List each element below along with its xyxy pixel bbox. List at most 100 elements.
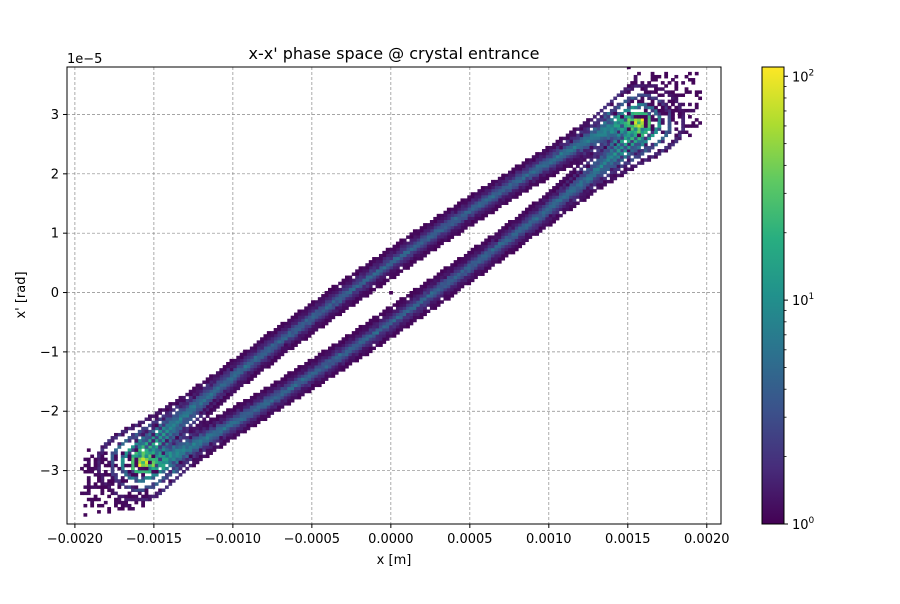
heatmap-cell xyxy=(127,503,132,508)
x-tick-label: −0.0010 xyxy=(205,532,261,547)
heatmap-cell xyxy=(589,145,594,150)
heatmap-cell xyxy=(630,111,635,116)
heatmap-cell xyxy=(572,192,577,196)
heatmap-cell xyxy=(603,170,607,175)
heatmap-cell xyxy=(660,102,665,107)
heatmap-cell xyxy=(514,232,519,236)
heatmap-cell xyxy=(164,432,169,437)
heatmap-cell xyxy=(491,257,495,261)
heatmap-cell xyxy=(341,281,346,286)
heatmap-cell xyxy=(219,395,224,400)
heatmap-cell xyxy=(521,235,526,239)
heatmap-cell xyxy=(219,442,224,446)
heatmap-cell xyxy=(575,173,580,178)
heatmap-cell xyxy=(565,158,570,162)
heatmap-cell xyxy=(640,93,645,97)
heatmap-cell xyxy=(239,411,244,415)
heatmap-cell xyxy=(283,383,288,388)
heatmap-cell xyxy=(589,130,594,134)
heatmap-cell xyxy=(311,374,315,378)
heatmap-cell xyxy=(446,220,451,224)
heatmap-cell xyxy=(647,118,652,122)
heatmap-cell xyxy=(514,235,519,239)
heatmap-cell xyxy=(609,102,614,107)
heatmap-cell xyxy=(596,161,601,165)
heatmap-cell xyxy=(321,294,326,298)
heatmap-cell xyxy=(131,488,135,492)
heatmap-cell xyxy=(239,426,244,431)
heatmap-cell xyxy=(212,377,217,381)
heatmap-cell xyxy=(409,257,414,261)
heatmap-cell xyxy=(552,216,556,221)
heatmap-cell xyxy=(161,423,166,428)
heatmap-cell xyxy=(365,272,370,276)
heatmap-cell xyxy=(654,152,658,156)
heatmap-cell xyxy=(480,247,485,252)
heatmap-cell xyxy=(545,195,550,199)
heatmap-cell xyxy=(433,281,438,286)
heatmap-cell xyxy=(311,377,315,381)
heatmap-cell xyxy=(409,250,414,255)
heatmap-cell xyxy=(555,213,560,218)
heatmap-cell xyxy=(467,216,472,221)
heatmap-cell xyxy=(273,340,278,344)
heatmap-cell xyxy=(521,186,526,190)
heatmap-cell xyxy=(124,494,129,499)
heatmap-cell xyxy=(263,358,268,363)
heatmap-cell xyxy=(195,402,200,406)
heatmap-cell xyxy=(518,244,523,249)
heatmap-cell xyxy=(504,186,509,190)
heatmap-cell xyxy=(548,216,553,221)
heatmap-cell xyxy=(93,494,98,499)
heatmap-cell xyxy=(671,102,675,107)
heatmap-cell xyxy=(494,201,499,205)
heatmap-cell xyxy=(205,395,210,400)
heatmap-cell xyxy=(243,408,247,412)
heatmap-cell xyxy=(260,358,264,363)
heatmap-cell xyxy=(477,201,482,205)
heatmap-cell xyxy=(178,414,183,418)
heatmap-cell xyxy=(538,152,543,156)
heatmap-cell xyxy=(419,232,424,236)
heatmap-cell xyxy=(637,115,641,119)
heatmap-cell xyxy=(562,161,567,165)
heatmap-cell xyxy=(436,297,441,301)
heatmap-cell xyxy=(151,473,156,477)
heatmap-cell xyxy=(260,417,264,422)
heatmap-cell xyxy=(236,380,241,384)
heatmap-cell xyxy=(375,269,380,273)
heatmap-cell xyxy=(263,405,268,409)
heatmap-cell xyxy=(100,445,105,449)
heatmap-cell xyxy=(344,361,349,366)
heatmap-cell xyxy=(555,204,560,209)
heatmap-cell xyxy=(613,96,618,101)
heatmap-cell xyxy=(154,445,159,449)
heatmap-cell xyxy=(171,454,176,459)
heatmap-cell xyxy=(633,136,638,141)
heatmap-cell xyxy=(338,294,342,298)
heatmap-cell xyxy=(209,383,213,388)
heatmap-cell xyxy=(613,167,618,172)
heatmap-cell xyxy=(202,399,207,403)
heatmap-cell xyxy=(215,417,220,422)
heatmap-cell xyxy=(545,173,550,178)
heatmap-cell xyxy=(538,223,543,227)
heatmap-cell xyxy=(338,352,342,357)
heatmap-cell xyxy=(324,358,329,363)
heatmap-cell xyxy=(222,442,227,446)
heatmap-cell xyxy=(311,328,315,332)
heatmap-cell xyxy=(300,380,305,384)
heatmap-cell xyxy=(650,133,655,138)
heatmap-cell xyxy=(253,399,258,403)
heatmap-cell xyxy=(535,232,539,236)
heatmap-cell xyxy=(382,257,387,261)
heatmap-cell xyxy=(399,312,404,317)
heatmap-cell xyxy=(127,451,132,455)
heatmap-cell xyxy=(667,145,672,150)
heatmap-cell xyxy=(378,263,383,267)
heatmap-cell xyxy=(640,133,645,138)
heatmap-cell xyxy=(538,220,543,224)
heatmap-cell xyxy=(338,358,342,363)
heatmap-cell xyxy=(361,349,366,354)
heatmap-cell xyxy=(596,124,601,128)
